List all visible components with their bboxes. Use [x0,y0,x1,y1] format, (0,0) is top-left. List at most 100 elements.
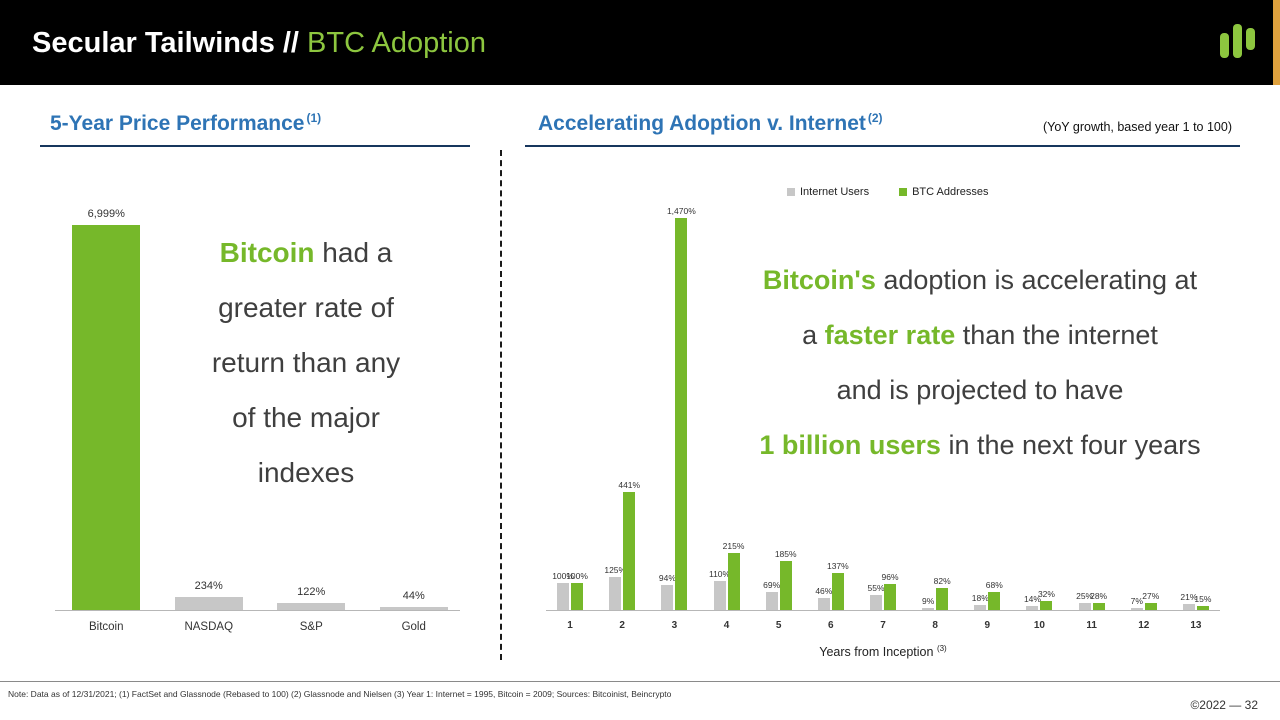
xaxis-title-text: Years from Inception [819,645,934,660]
price-performance-chart: 6,999% 234% 122% 44% [55,200,465,610]
header-bar: Secular Tailwinds // BTC Adoption [0,0,1280,85]
bar-value-label: 68% [985,579,1003,590]
left-chart-category-axis: Bitcoin NASDAQ S&P Gold [55,621,465,637]
left-heading-rule [40,145,470,147]
left-panel-heading-footref: (1) [306,111,322,125]
right-panel-heading: Accelerating Adoption v. Internet (2) [538,111,883,136]
bar-btc-addresses-year-12 [1144,602,1157,610]
legend-label-internet-users: Internet Users [800,186,870,198]
bar-bitcoin [72,225,141,610]
plain-text: had a [314,237,393,268]
bar-internet-users-year-4 [713,580,726,610]
legend-swatch-btc-addresses [899,188,908,196]
axis-category-label: 6 [828,620,834,631]
plain-text: than the internet [955,320,1158,350]
bar-s-p [277,603,346,610]
bar-btc-addresses-year-10 [1040,601,1053,610]
axis-category-label: NASDAQ [184,621,234,633]
right-chart-category-axis: 1 2 3 4 5 6 7 8 9 10 11 12 13 [544,620,1222,634]
adoption-chart: 100% 100% 125% 441% 94% 1,470% 110% 215% 69% 185%… [544,206,1222,610]
bar-value-label: 25% [1076,591,1094,602]
axis-category-label: 10 [1033,620,1045,631]
bar-value-label: 21% [1180,592,1198,603]
bar-value-label: 15% [1194,594,1212,604]
bar-value-label: 441% [618,480,641,491]
axis-category-label: 8 [932,620,938,631]
xaxis-title-footref: (3) [936,644,947,653]
bar-value-label: 55% [867,583,885,594]
plain-text: and is projected to have [836,375,1124,405]
bar-value-label: 110% [708,568,731,579]
bar-value-label: 27% [1142,590,1160,601]
footer-divider [0,681,1280,682]
axis-category-label: 4 [723,620,730,631]
plain-text: adoption is accelerating at [875,265,1198,295]
bar-btc-addresses-year-4 [727,552,740,610]
legend-item-internet-users: Internet Users [787,186,869,198]
bar-btc-addresses-year-1 [571,583,584,610]
bar-btc-addresses-year-5 [779,560,792,610]
axis-category-label: Bitcoin [88,621,124,633]
bar-internet-users-year-6 [817,597,830,610]
right-chart-xaxis-title: Years from Inception (3) [544,644,1222,659]
bar-internet-users-year-1 [557,583,570,610]
plain-text: a [802,320,825,350]
bar-gold [379,607,448,610]
axis-category-label: 13 [1190,620,1202,631]
axis-category-label: 2 [619,620,625,631]
bar-btc-addresses-year-8 [936,588,949,610]
bar-internet-users-year-13 [1182,604,1195,610]
chart-legend: Internet Users BTC Addresses [787,186,989,198]
left-message: Bitcoin had a greater rate of return than … [158,225,454,500]
message-line: Bitcoin had a [158,225,454,280]
accent-text: faster rate [824,320,956,350]
bar-value-label: 185% [774,548,797,559]
axis-category-label: S&P [299,621,323,633]
bar-value-label: 100% [552,571,574,582]
plain-text: of the major [232,402,380,433]
bar-btc-addresses-year-6 [831,573,844,610]
bar-btc-addresses-year-9 [988,591,1001,610]
bar-btc-addresses-year-7 [884,584,896,610]
axis-category-label: 12 [1138,620,1150,631]
bar-internet-users-year-11 [1078,603,1091,610]
bar-value-label: 94% [658,572,676,583]
bar-internet-users-year-9 [974,605,987,610]
bar-value-label: 1,470% [666,206,696,216]
bar-value-label: 7% [1130,596,1143,606]
message-line: Bitcoin's adoption is accelerating at [698,253,1262,308]
slide-title-accent: BTC Adoption [307,27,486,59]
bar-btc-addresses-year-13 [1196,606,1209,610]
yoy-growth-note: (YoY growth, based year 1 to 100) [1042,120,1232,134]
message-line: 1 billion users in the next four years [698,418,1262,473]
message-line: and is projected to have [698,363,1262,418]
bar-value-label: 9% [921,595,935,606]
bar-value-label: 82% [933,576,951,587]
bar-value-label: 137% [826,561,849,572]
legend-label-btc-addresses: BTC Addresses [912,186,989,198]
bar-value-label: 100% [566,571,588,582]
axis-category-label: 9 [984,620,991,631]
accent-text: 1 billion users [759,430,941,460]
axis-category-label: 7 [880,620,886,631]
slide-title-main: Secular Tailwinds // [32,27,308,59]
bar-internet-users-year-7 [870,595,882,610]
message-line: of the major [158,390,454,445]
bar-internet-users-year-8 [922,607,935,610]
bar-value-label: 122% [297,586,326,599]
bar-internet-users-year-12 [1130,608,1143,610]
right-heading-rule [525,145,1240,147]
right-chart-baseline [546,610,1220,611]
right-panel-heading-text: Accelerating Adoption v. Internet [538,112,866,135]
company-logo [1220,24,1255,58]
axis-category-label: 1 [567,620,573,631]
axis-category-label: 5 [775,620,782,631]
plain-text: in the next four years [940,430,1201,460]
accent-text: Bitcoin [219,237,315,268]
bar-value-label: 28% [1090,590,1108,601]
right-panel-heading-footref: (2) [867,111,883,125]
right-message: Bitcoin's adoption is accelerating at a f… [698,253,1262,473]
bar-value-label: 234% [194,580,223,593]
bar-btc-addresses-year-2 [623,492,636,610]
